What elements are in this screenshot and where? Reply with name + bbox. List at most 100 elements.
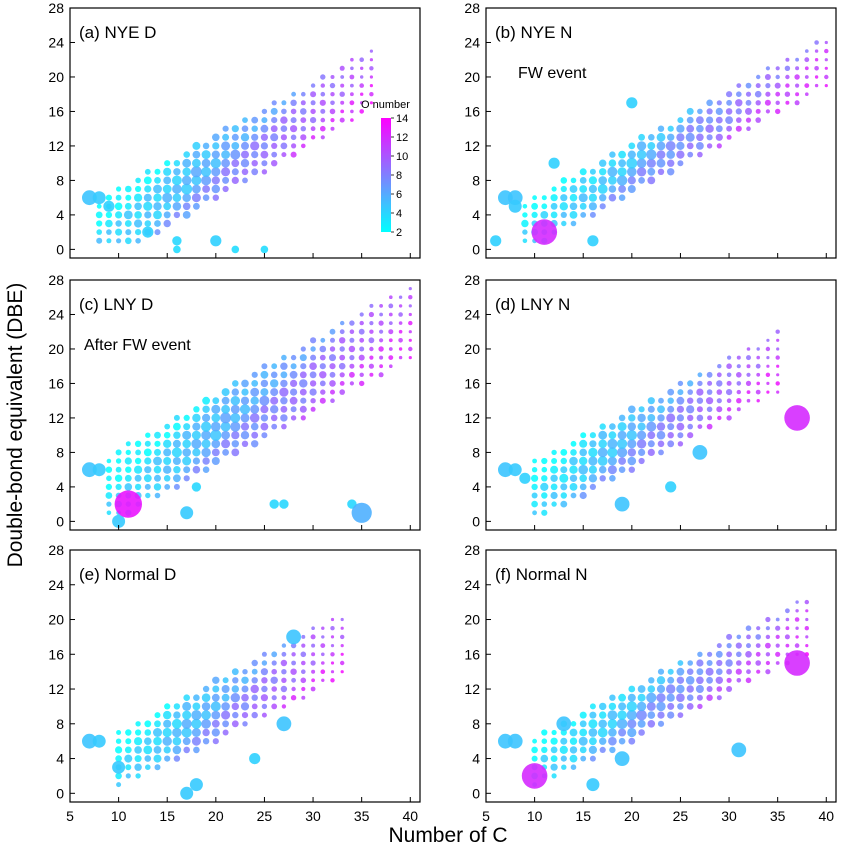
data-point: [636, 158, 647, 168]
data-point: [735, 642, 742, 649]
data-point: [211, 413, 221, 423]
data-point: [379, 364, 383, 369]
data-point: [408, 346, 413, 352]
data-point: [498, 462, 513, 478]
data-point: [794, 643, 800, 648]
data-point: [647, 397, 655, 405]
data-point: [271, 117, 278, 124]
data-point: [181, 175, 192, 186]
data-point: [221, 710, 231, 720]
data-point: [589, 737, 597, 746]
y-tick-label: 12: [48, 681, 64, 697]
data-point: [193, 694, 200, 701]
data-point: [221, 439, 231, 449]
data-point: [560, 211, 567, 218]
x-tick-label: 40: [818, 808, 834, 824]
data-point: [727, 355, 732, 360]
data-point: [388, 329, 394, 335]
data-point: [398, 355, 403, 360]
y-tick-label: 24: [48, 34, 64, 50]
data-point: [687, 397, 694, 404]
data-point: [726, 380, 732, 386]
data-point: [805, 644, 809, 648]
data-point: [270, 107, 278, 115]
data-point: [716, 143, 722, 149]
data-point: [560, 737, 568, 745]
data-point: [588, 176, 598, 185]
data-point: [388, 347, 393, 351]
data-point: [508, 199, 522, 213]
data-point: [260, 694, 268, 702]
data-point: [290, 695, 297, 701]
data-point: [270, 414, 278, 422]
data-point: [329, 82, 336, 89]
data-point: [755, 83, 761, 89]
y-tick-label: 12: [48, 138, 64, 154]
y-tick-label: 4: [56, 479, 64, 495]
data-point: [389, 295, 393, 300]
data-point: [617, 167, 627, 177]
y-tick-label: 28: [464, 542, 480, 558]
data-point: [764, 74, 771, 80]
data-point: [726, 398, 732, 404]
data-point: [115, 194, 122, 201]
data-point: [212, 738, 219, 745]
data-point: [271, 686, 278, 692]
data-point: [232, 380, 239, 387]
data-point: [776, 373, 780, 377]
data-point: [607, 438, 618, 449]
data-point: [657, 405, 665, 414]
data-point: [531, 755, 538, 762]
data-point: [665, 481, 677, 493]
data-point: [785, 643, 790, 648]
data-point: [614, 751, 630, 766]
data-point: [260, 245, 269, 254]
data-point: [628, 737, 636, 745]
data-point: [153, 754, 162, 763]
data-point: [329, 363, 336, 370]
data-point: [775, 651, 781, 657]
data-point: [230, 413, 241, 423]
data-point: [657, 168, 665, 175]
data-point: [637, 685, 646, 693]
data-point: [251, 160, 258, 167]
data-point: [755, 108, 761, 114]
data-point: [106, 238, 112, 244]
data-point: [560, 185, 567, 193]
data-point: [330, 626, 335, 631]
data-point: [598, 465, 607, 474]
data-point: [281, 651, 287, 657]
data-point: [579, 491, 587, 500]
data-point: [134, 193, 143, 202]
data-point: [408, 320, 413, 326]
data-point: [251, 125, 258, 132]
data-point: [221, 693, 230, 702]
data-point: [241, 125, 249, 132]
data-point: [795, 57, 799, 62]
data-point: [706, 371, 713, 378]
plot-frame: [69, 279, 421, 531]
data-point: [579, 483, 587, 491]
data-point: [521, 219, 529, 228]
data-point: [686, 124, 695, 133]
data-point: [398, 347, 403, 351]
data-point: [321, 652, 325, 657]
data-point: [192, 141, 201, 150]
data-point: [775, 617, 780, 622]
data-point: [369, 321, 374, 326]
data-point: [319, 371, 327, 379]
data-point: [310, 686, 316, 692]
data-point: [726, 668, 732, 675]
data-point: [290, 134, 297, 141]
data-point: [338, 362, 346, 370]
data-point: [755, 100, 761, 106]
y-tick-label: 12: [48, 410, 64, 426]
data-point: [231, 245, 240, 254]
data-point: [153, 184, 162, 194]
y-tick-label: 0: [472, 513, 480, 529]
data-point: [135, 721, 141, 727]
data-point: [648, 134, 655, 141]
data-point: [784, 405, 810, 431]
data-point: [172, 175, 182, 186]
data-point: [202, 396, 211, 405]
